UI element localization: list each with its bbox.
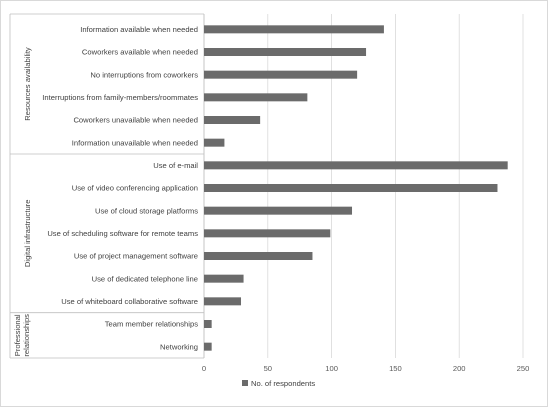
bar bbox=[204, 93, 308, 102]
bar bbox=[204, 184, 498, 192]
category-label: Coworkers available when needed bbox=[82, 48, 198, 57]
category-label: Team member relationships bbox=[105, 320, 198, 329]
x-tick-label: 50 bbox=[264, 364, 272, 373]
category-label: Use of e-mail bbox=[153, 161, 198, 170]
category-label: Coworkers unavailable when needed bbox=[73, 116, 198, 125]
bar bbox=[204, 229, 331, 238]
bar bbox=[204, 138, 225, 147]
bar bbox=[204, 116, 261, 124]
x-tick-label: 250 bbox=[517, 364, 530, 373]
bar bbox=[204, 320, 212, 328]
category-label: Use of dedicated telephone line bbox=[92, 274, 198, 283]
group-label: Professional bbox=[13, 314, 22, 356]
category-label: Information unavailable when needed bbox=[72, 138, 198, 147]
category-label: Use of project management software bbox=[74, 252, 198, 261]
category-label: Use of whiteboard collaborative software bbox=[61, 297, 198, 306]
category-label: Use of video conferencing application bbox=[72, 184, 198, 193]
x-tick-label: 200 bbox=[453, 364, 466, 373]
bar bbox=[204, 161, 508, 170]
bar bbox=[204, 274, 244, 283]
bar bbox=[204, 297, 242, 306]
bar bbox=[204, 206, 353, 215]
x-tick-label: 100 bbox=[325, 364, 338, 373]
bar bbox=[204, 48, 367, 56]
legend-label: No. of respondents bbox=[251, 379, 315, 388]
x-tick-label: 150 bbox=[389, 364, 402, 373]
group-label: relationships bbox=[22, 314, 31, 357]
category-label: Networking bbox=[160, 342, 198, 351]
bar bbox=[204, 25, 384, 34]
group-label: Resources availability bbox=[23, 47, 32, 121]
category-label: Use of cloud storage platforms bbox=[95, 206, 198, 215]
category-label: Use of scheduling software for remote te… bbox=[47, 229, 198, 238]
x-tick-label: 0 bbox=[202, 364, 206, 373]
category-label: Information available when needed bbox=[80, 25, 198, 34]
bar bbox=[204, 342, 212, 351]
bar bbox=[204, 70, 358, 79]
bar bbox=[204, 252, 313, 260]
category-label: Interruptions from family-members/roomma… bbox=[42, 93, 198, 102]
group-label: Digital infrastructure bbox=[23, 200, 32, 268]
legend-swatch bbox=[242, 380, 248, 386]
category-label: No interruptions from coworkers bbox=[90, 70, 198, 79]
